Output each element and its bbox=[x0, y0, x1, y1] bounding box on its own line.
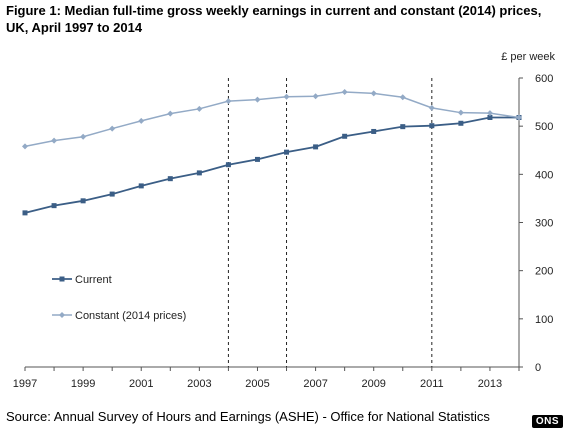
current-data-point bbox=[196, 170, 202, 176]
x-tick-label: 2013 bbox=[478, 378, 502, 390]
current-data-point bbox=[80, 198, 86, 204]
constant-data-point bbox=[370, 90, 377, 97]
current-data-point bbox=[487, 114, 493, 120]
constant-data-point bbox=[399, 94, 406, 101]
series-line-0 bbox=[24, 116, 519, 214]
x-tick-label: 2007 bbox=[303, 378, 327, 390]
y-tick-label: 100 bbox=[535, 314, 553, 326]
legend-marker bbox=[59, 276, 65, 282]
current-data-point bbox=[429, 123, 435, 129]
y-tick-label: 200 bbox=[535, 266, 553, 278]
current-data-point bbox=[254, 156, 260, 162]
constant-data-point bbox=[457, 109, 464, 116]
constant-data-point bbox=[109, 125, 116, 132]
current-data-point bbox=[400, 124, 406, 130]
constant-data-point bbox=[80, 133, 87, 140]
series-line-1 bbox=[24, 91, 520, 148]
current-data-point bbox=[22, 210, 28, 216]
source-note: Source: Annual Survey of Hours and Earni… bbox=[6, 409, 490, 424]
constant-data-point bbox=[138, 117, 145, 124]
constant-data-point bbox=[428, 104, 435, 111]
current-data-point bbox=[313, 144, 319, 150]
legend-entry-label: Constant (2014 prices) bbox=[75, 310, 186, 322]
x-tick-label: 2005 bbox=[245, 378, 269, 390]
current-data-point bbox=[138, 183, 144, 189]
y-axis-unit-label: £ per week bbox=[501, 51, 555, 63]
plot-area: 0 100 200 300 400 500 600 1997 1999 2001 2003 2005 2… bbox=[13, 73, 554, 390]
constant-data-point bbox=[51, 137, 58, 144]
ons-logo-badge: ONS bbox=[531, 415, 563, 428]
y-tick-label: 500 bbox=[535, 121, 553, 133]
constant-data-point bbox=[312, 93, 319, 100]
constant-data-point bbox=[196, 105, 203, 112]
y-tick-label: 600 bbox=[535, 73, 553, 85]
constant-data-point bbox=[225, 98, 232, 105]
current-data-point bbox=[109, 191, 115, 197]
current-data-point bbox=[284, 149, 290, 155]
figure-title: Figure 1: Median full-time gross weekly … bbox=[6, 3, 542, 35]
x-tick-label: 1997 bbox=[13, 378, 37, 390]
legend-entry-label: Current bbox=[75, 274, 112, 286]
x-tick-label: 1999 bbox=[71, 378, 95, 390]
current-data-point bbox=[167, 176, 173, 182]
constant-data-point bbox=[167, 110, 174, 117]
current-data-point bbox=[342, 133, 348, 139]
y-tick-label: 300 bbox=[535, 218, 553, 230]
current-data-point bbox=[225, 162, 231, 168]
legend-marker bbox=[59, 312, 65, 318]
constant-data-point bbox=[516, 114, 522, 121]
constant-data-point bbox=[254, 96, 261, 103]
constant-data-point bbox=[22, 143, 28, 150]
constant-data-point bbox=[341, 88, 348, 95]
x-tick-label: 2009 bbox=[361, 378, 385, 390]
y-tick-label: 0 bbox=[535, 362, 541, 374]
current-data-point bbox=[371, 128, 377, 134]
current-data-point bbox=[458, 120, 464, 126]
y-tick-label: 400 bbox=[535, 169, 553, 181]
current-data-point bbox=[51, 203, 57, 209]
x-tick-label: 2001 bbox=[129, 378, 153, 390]
x-tick-label: 2003 bbox=[187, 378, 211, 390]
constant-data-point bbox=[486, 110, 493, 117]
x-tick-label: 2011 bbox=[420, 378, 444, 390]
constant-data-point bbox=[283, 93, 290, 100]
